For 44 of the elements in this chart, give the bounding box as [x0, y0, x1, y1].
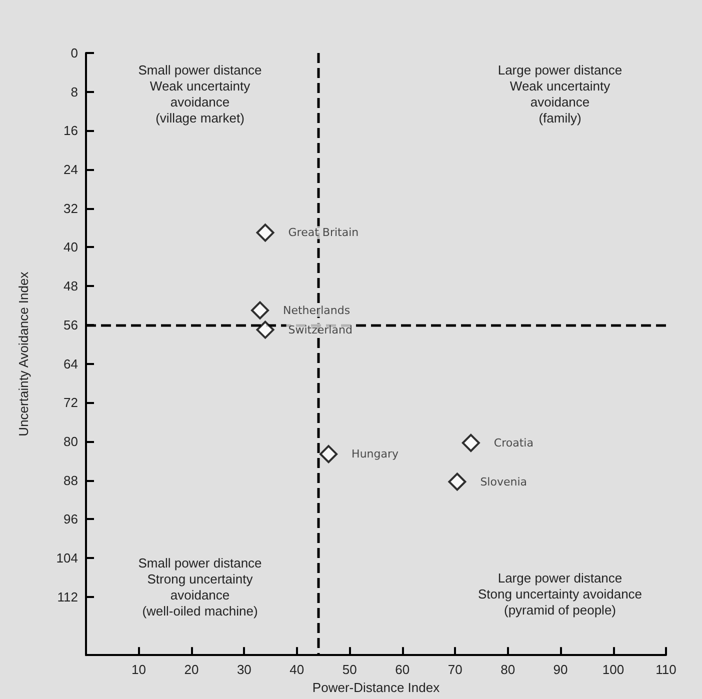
point	[256, 320, 274, 339]
point	[448, 472, 466, 491]
annotation: Large power distance Weak uncertainty avoidance (family)	[498, 62, 622, 126]
point	[251, 301, 269, 320]
y-tick-label: 24	[64, 162, 78, 178]
x-tick-label: 30	[236, 662, 252, 678]
y-tick-label: 56	[64, 317, 78, 332]
y-tick-label: 72	[64, 395, 78, 410]
x-tick-label: 60	[395, 662, 410, 678]
y-tick-label: 48	[64, 278, 78, 294]
y-tick-label: 8	[70, 84, 78, 100]
series-label: Hungary	[352, 448, 400, 461]
x-tick-label: 70	[448, 662, 462, 678]
annotation: Small power distance Weak uncertainty avoidance (village market)	[138, 62, 262, 126]
y-tick-label: 16	[64, 123, 78, 138]
y-tick-label: 88	[64, 472, 78, 488]
y-axis-title: Uncertainty Avoidance Index	[16, 271, 31, 436]
x-tick-label: 10	[131, 662, 146, 678]
point	[320, 445, 338, 464]
x-tick-label: 100	[602, 662, 624, 678]
x-tick-label: 40	[290, 662, 304, 678]
x-tick-label: 110	[656, 662, 676, 678]
point	[256, 224, 274, 242]
x-tick-label: 20	[184, 662, 199, 678]
series-label: Switzerland	[288, 323, 352, 336]
series-label: Slovenia	[480, 475, 528, 488]
annotation: Small power distance Strong uncertainty avoidance (well-oiled machine)	[138, 556, 262, 618]
annotation: Large power distance Stong uncertainty avoidance (pyramid of people)	[478, 570, 642, 618]
point	[462, 434, 480, 452]
series-label: Great Britain	[288, 226, 359, 240]
y-tick-label: 112	[57, 589, 78, 604]
y-tick-label: 104	[56, 550, 78, 566]
y-tick-label: 96	[64, 512, 78, 527]
y-tick-label: 0	[70, 46, 78, 60]
series-label: Croatia	[494, 436, 534, 450]
x-tick-label: 50	[342, 662, 357, 678]
x-tick-label: 80	[500, 662, 516, 678]
x-axis-title: Power-Distance Index	[312, 680, 440, 695]
series-label: Netherlands	[283, 304, 350, 317]
y-tick-label: 80	[64, 434, 78, 449]
y-tick-label: 40	[64, 240, 78, 255]
y-tick-label: 32	[64, 200, 78, 216]
x-tick-label: 90	[553, 662, 568, 678]
y-tick-label: 64	[64, 356, 78, 372]
